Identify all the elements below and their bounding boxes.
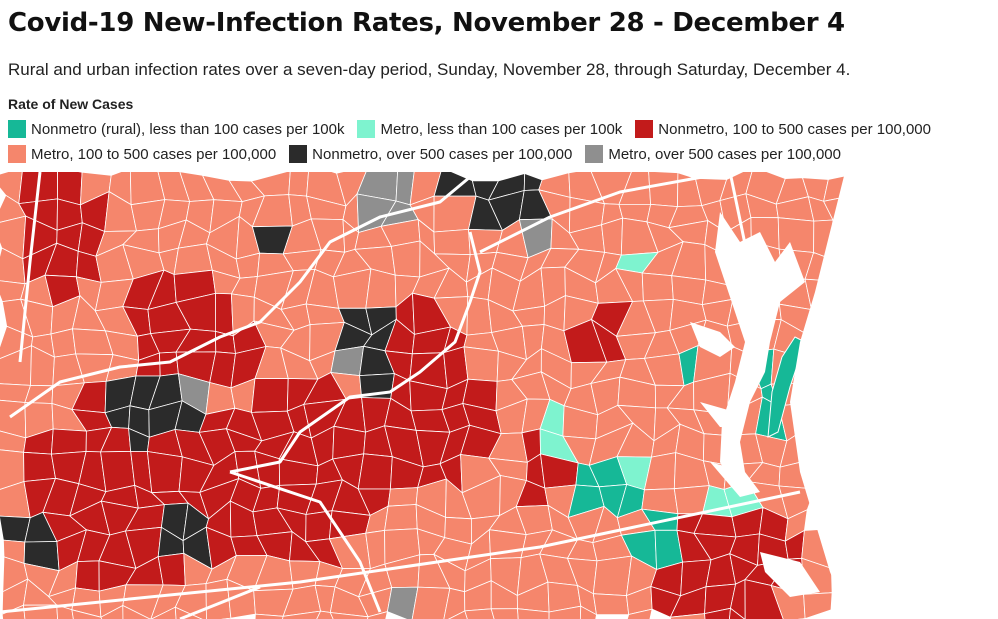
county (23, 451, 56, 482)
atlantic-ocean (790, 172, 998, 619)
county (548, 605, 582, 619)
county (730, 578, 746, 619)
county (648, 172, 679, 208)
state-border-md (479, 172, 731, 254)
county (386, 586, 419, 619)
state-border-nc-sc (179, 585, 261, 619)
county (174, 606, 203, 619)
county (641, 272, 674, 302)
james-estuary (710, 462, 760, 497)
county (50, 428, 87, 455)
legend-label: Metro, over 500 cases per 100,000 (608, 145, 841, 163)
albemarle-sound (760, 552, 820, 597)
county (463, 346, 499, 382)
county (50, 328, 77, 358)
state-border-ky-wv (18, 172, 42, 363)
county (365, 268, 397, 309)
county (490, 608, 519, 619)
county (282, 610, 322, 619)
county (411, 586, 451, 619)
county (329, 612, 369, 619)
chesapeake-bay (715, 212, 805, 482)
legend-label: Metro, less than 100 cases per 100k (380, 120, 623, 138)
legend-swatch (357, 120, 376, 138)
page-subtitle: Rural and urban infection rates over a s… (8, 60, 851, 79)
county (601, 217, 624, 256)
county (744, 579, 784, 619)
water-bodies (690, 172, 998, 619)
legend-item-metro-high: Metro, over 500 cases per 100,000 (585, 144, 841, 164)
county (384, 504, 418, 531)
legend-swatch (635, 120, 654, 138)
county (777, 217, 815, 253)
county (75, 560, 100, 592)
legend-item-metro-low: Metro, less than 100 cases per 100k (357, 119, 622, 139)
county (433, 172, 477, 197)
legend: Nonmetro (rural), less than 100 cases pe… (8, 119, 998, 164)
county (254, 613, 284, 619)
county (357, 453, 393, 490)
county (390, 240, 421, 278)
county (387, 487, 419, 507)
county (100, 450, 136, 493)
county (448, 610, 468, 619)
county (464, 608, 495, 619)
county (71, 609, 103, 619)
state-border-va-nc (0, 490, 801, 614)
legend-label: Nonmetro, over 500 cases per 100,000 (312, 145, 573, 163)
county (803, 592, 833, 619)
state-border-va-ky (229, 231, 482, 474)
county (173, 243, 213, 275)
county (579, 605, 597, 619)
county (517, 608, 550, 619)
county (214, 292, 234, 337)
county (288, 172, 309, 197)
county (433, 228, 471, 256)
county (592, 593, 630, 616)
page-title: Covid-19 New-Infection Rates, November 2… (8, 8, 845, 38)
county (669, 613, 706, 619)
legend-swatch (8, 145, 26, 163)
county (330, 345, 365, 377)
legend-swatch (289, 145, 308, 163)
county (56, 604, 74, 619)
choropleth-map (0, 172, 998, 619)
state-border-va-tn (229, 470, 382, 613)
county (729, 607, 746, 619)
legend-label: Metro, 100 to 500 cases per 100,000 (31, 145, 277, 163)
county (367, 611, 388, 619)
rappahannock-estuary (700, 402, 740, 427)
potomac-estuary (690, 322, 735, 357)
legend-swatch (8, 120, 26, 138)
county (146, 451, 183, 494)
county-regions (0, 172, 865, 619)
legend-item-nonmetro-low: Nonmetro (rural), less than 100 cases pe… (8, 119, 344, 139)
county (316, 610, 334, 619)
county (592, 555, 633, 597)
legend-item-nonmetro-mid: Nonmetro, 100 to 500 cases per 100,000 (635, 119, 931, 139)
county (626, 608, 653, 619)
legend-item-metro-mid: Metro, 100 to 500 cases per 100,000 (8, 144, 276, 164)
county (150, 606, 177, 619)
state-border-de (728, 172, 757, 293)
legend-item-nonmetro-high: Nonmetro, over 500 cases per 100,000 (289, 144, 572, 164)
legend-label: Nonmetro (rural), less than 100 cases pe… (31, 120, 345, 138)
county (704, 607, 731, 619)
map-canvas (0, 172, 998, 619)
legend-title: Rate of New Cases (8, 96, 134, 112)
county (157, 552, 186, 586)
county (251, 378, 289, 413)
legend-label: Nonmetro, 100 to 500 cases per 100,000 (658, 120, 931, 138)
state-borders (0, 172, 801, 619)
legend-swatch (585, 145, 604, 163)
county (100, 604, 124, 619)
state-border-va-wv (9, 175, 471, 419)
county (122, 604, 151, 619)
